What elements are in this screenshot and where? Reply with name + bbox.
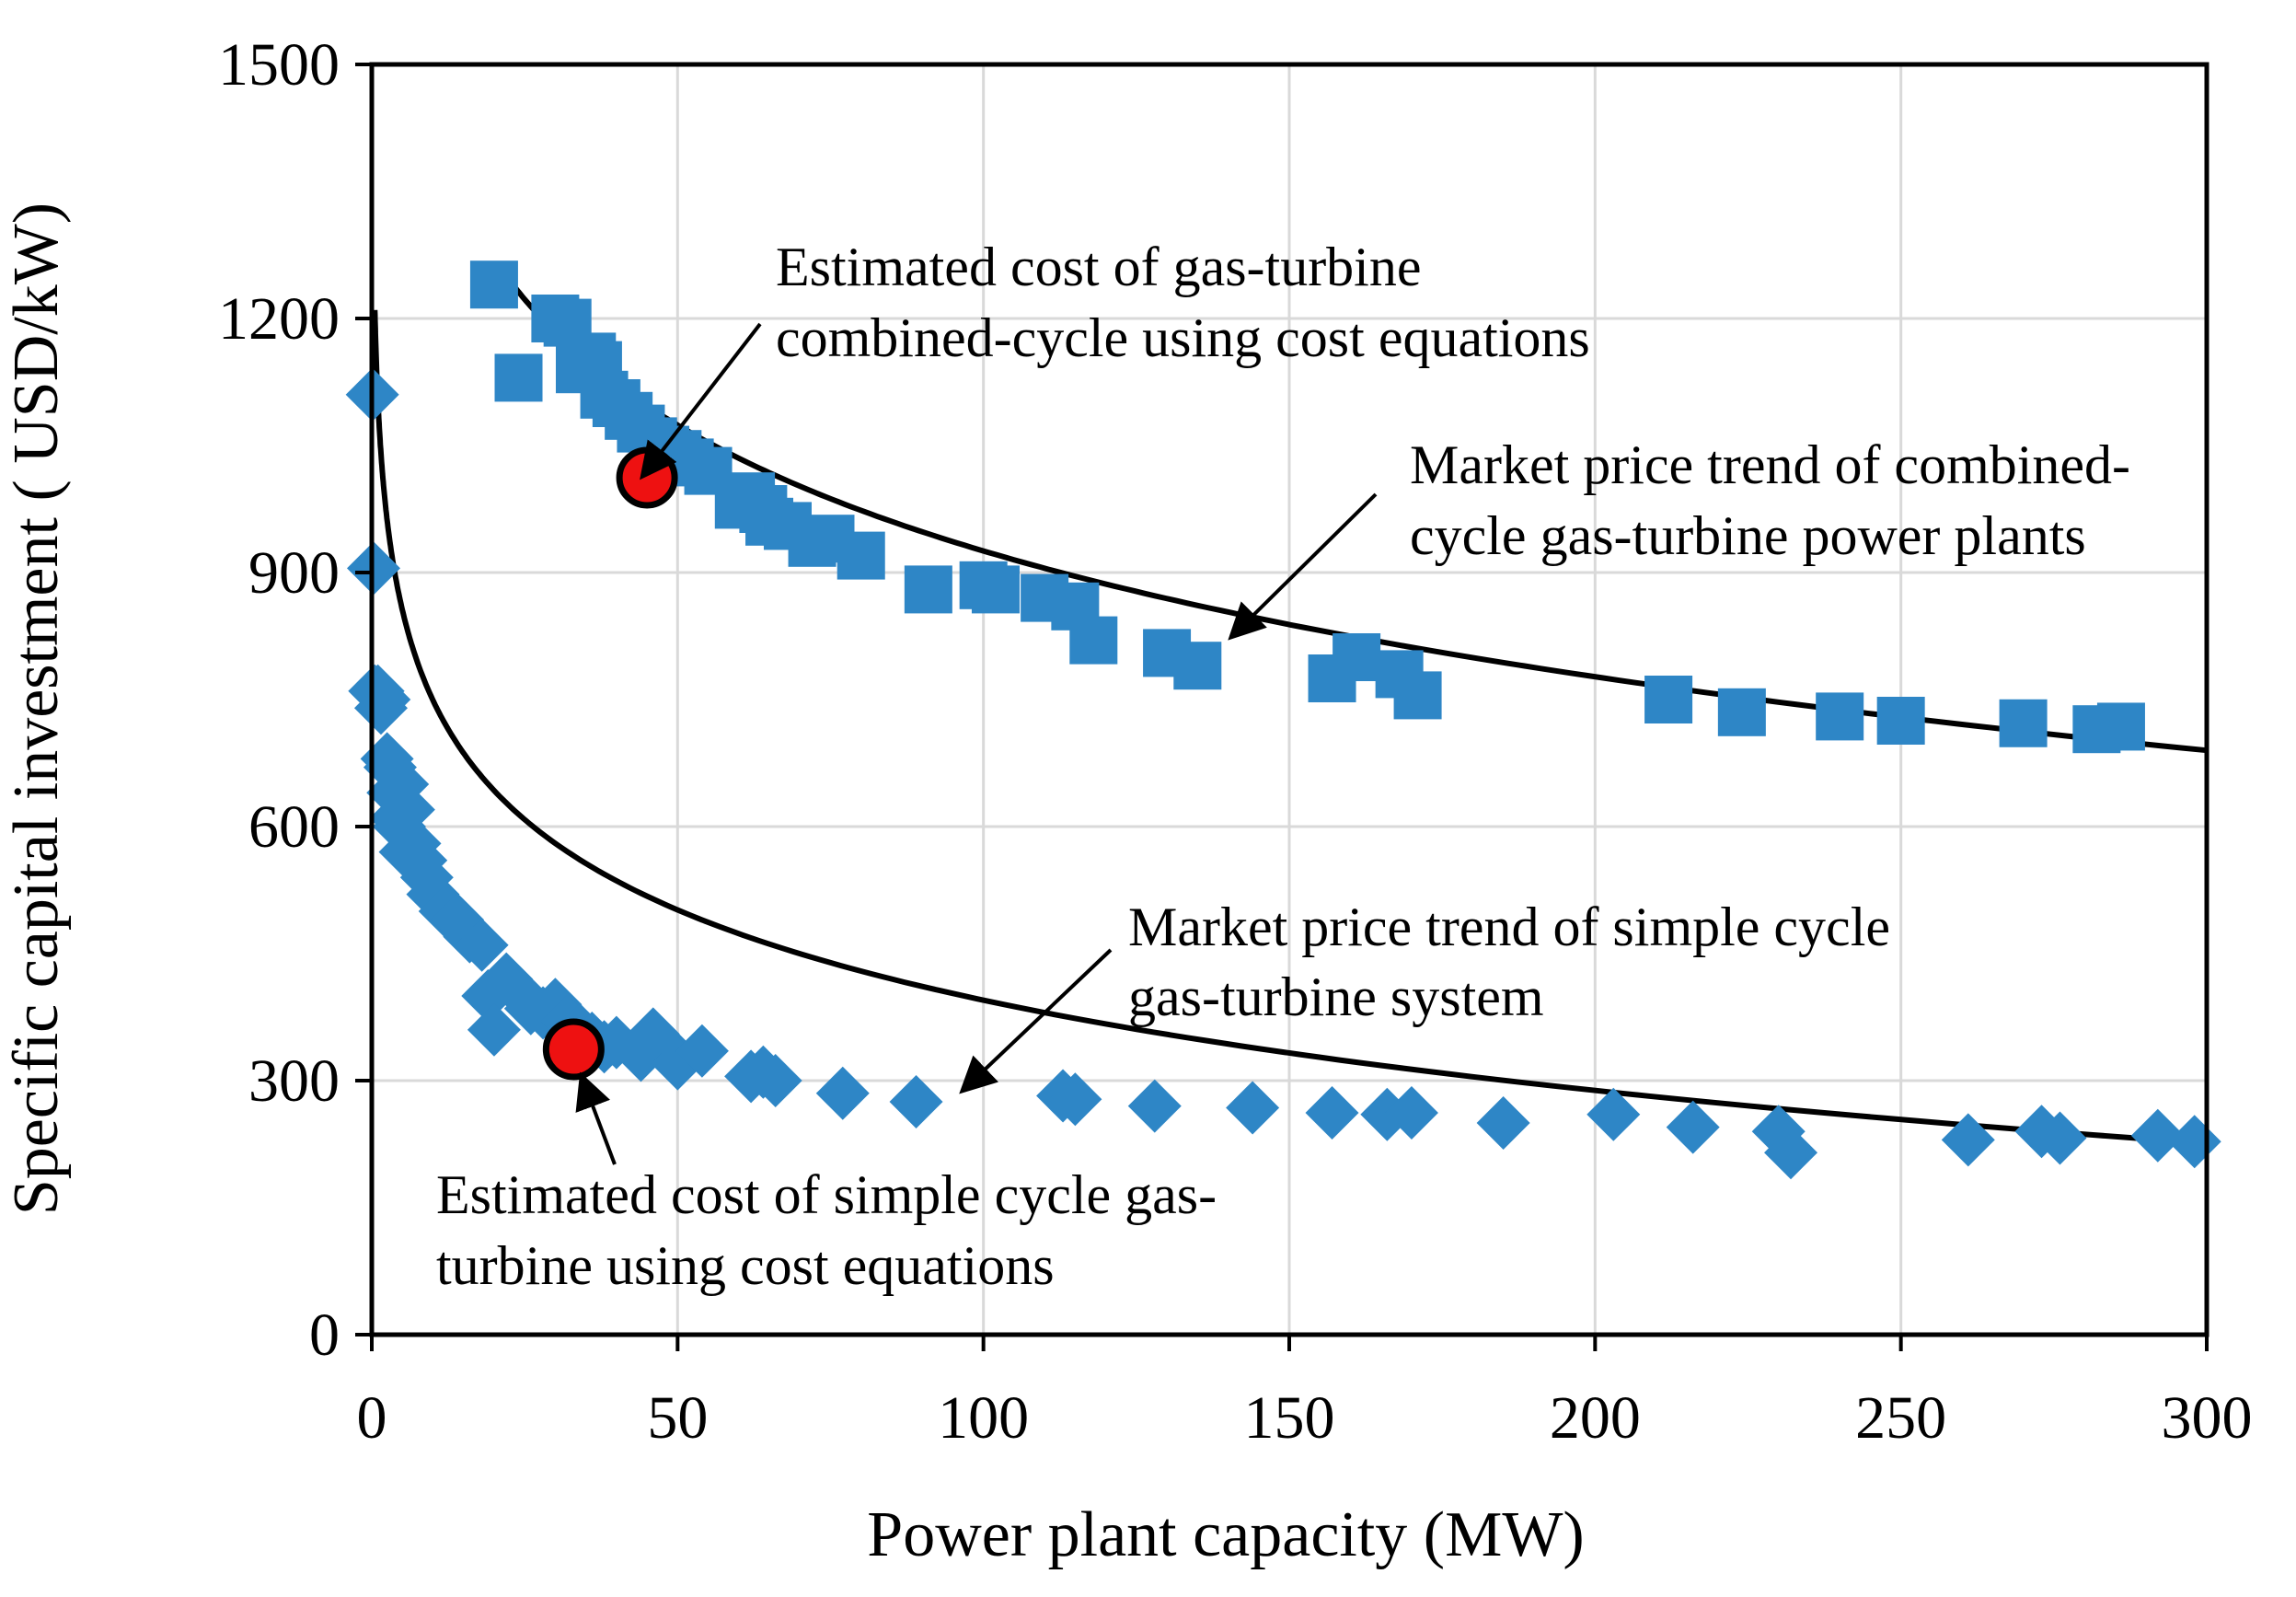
x-tick-label-250: 250	[1855, 1384, 1946, 1452]
data-points	[345, 260, 2221, 1180]
arrow-cc-trend	[1228, 492, 1378, 641]
annotation-sc-trend-line1: Market price trend of simple cycle	[1128, 897, 1890, 957]
point-simple-cycle	[1666, 1100, 1720, 1154]
point-combined-cycle	[904, 565, 952, 614]
point-simple-cycle	[455, 918, 509, 972]
point-combined-cycle	[1333, 633, 1381, 681]
point-combined-cycle	[836, 531, 885, 580]
point-combined-cycle	[1816, 692, 1864, 741]
arrow-sc-trend	[959, 948, 1113, 1094]
point-combined-cycle	[971, 565, 1020, 614]
annotation-cc-estimate-line1: Estimated cost of gas-turbine	[776, 237, 1421, 297]
y-tick-label-900: 900	[248, 539, 340, 607]
point-simple-cycle	[815, 1066, 870, 1120]
point-combined-cycle	[1717, 688, 1766, 736]
point-simple-cycle	[2033, 1111, 2087, 1165]
annotation-sc-estimate-line2: turbine using cost equations	[436, 1235, 1055, 1296]
point-simple-cycle	[748, 1054, 802, 1107]
point-combined-cycle	[494, 353, 543, 402]
point-simple-cycle	[467, 1002, 521, 1057]
x-tick-label-50: 50	[647, 1384, 708, 1452]
arrow-sc-estimate	[575, 1071, 617, 1165]
point-combined-cycle	[1644, 676, 1693, 723]
estimated-points	[542, 446, 678, 1081]
point-simple-cycle	[675, 1024, 729, 1078]
annotation-cc-estimate: Estimated cost of gas-turbine combined-c…	[776, 237, 1590, 368]
y-tick-label-1200: 1200	[218, 285, 340, 353]
x-tick-label-150: 150	[1244, 1384, 1335, 1452]
x-tick-label-200: 200	[1550, 1384, 1641, 1452]
point-simple-cycle	[1941, 1113, 1995, 1167]
point-simple-cycle	[1586, 1087, 1641, 1141]
y-tick-label-1500: 1500	[218, 31, 340, 98]
point-simple-cycle	[1384, 1085, 1438, 1140]
point-combined-cycle	[1393, 671, 1442, 720]
y-tick-label-600: 600	[248, 793, 340, 861]
annotation-sc-estimate-line1: Estimated cost of simple cycle gas-	[436, 1164, 1217, 1225]
annotation-sc-trend-line2: gas-turbine system	[1128, 966, 1544, 1027]
x-tick-label-0: 0	[357, 1384, 387, 1452]
point-simple-cycle	[381, 782, 435, 837]
annotation-cc-trend: Market price trend of combined- cycle ga…	[1410, 434, 2130, 566]
annotation-sc-trend: Market price trend of simple cycle gas-t…	[1128, 897, 1890, 1027]
estimated-point-simple-cycle	[542, 1018, 605, 1081]
point-combined-cycle	[1999, 699, 2048, 747]
annotation-cc-trend-line1: Market price trend of combined-	[1410, 434, 2130, 495]
annotation-cc-trend-line2: cycle gas-turbine power plants	[1410, 505, 2086, 566]
x-axis-title: Power plant capacity (MW)	[867, 1499, 1584, 1570]
plot-frame	[355, 62, 2209, 1351]
annotation-cc-estimate-line2: combined-cycle using cost equations	[776, 307, 1590, 368]
annotation-sc-estimate: Estimated cost of simple cycle gas- turb…	[436, 1164, 1217, 1296]
point-simple-cycle	[1048, 1072, 1102, 1127]
point-combined-cycle	[1876, 697, 1925, 745]
y-axis-title: Specific capital investment ( USD/kW)	[1, 203, 72, 1215]
point-simple-cycle	[1127, 1079, 1182, 1133]
estimated-point-combined-cycle	[616, 446, 678, 509]
tick-labels: 0 300 600 900 1200 1500 0 50 100 150 200 250 300	[218, 31, 2253, 1452]
y-tick-label-0: 0	[309, 1302, 340, 1369]
point-combined-cycle	[2096, 702, 2145, 751]
point-simple-cycle	[1226, 1081, 1280, 1135]
point-combined-cycle	[469, 260, 518, 309]
point-simple-cycle	[889, 1075, 943, 1128]
point-combined-cycle	[1069, 616, 1118, 665]
point-simple-cycle	[1305, 1085, 1359, 1140]
x-tick-label-100: 100	[938, 1384, 1029, 1452]
arrow-cc-estimate	[640, 322, 762, 480]
x-tick-label-300: 300	[2162, 1384, 2253, 1452]
trendline-simple-cycle	[372, 309, 2208, 1147]
y-tick-label-300: 300	[248, 1047, 340, 1115]
point-simple-cycle	[1764, 1126, 1818, 1180]
point-simple-cycle	[2167, 1115, 2221, 1169]
point-combined-cycle	[1173, 642, 1222, 690]
point-simple-cycle	[2130, 1108, 2185, 1163]
point-simple-cycle	[1476, 1096, 1530, 1150]
